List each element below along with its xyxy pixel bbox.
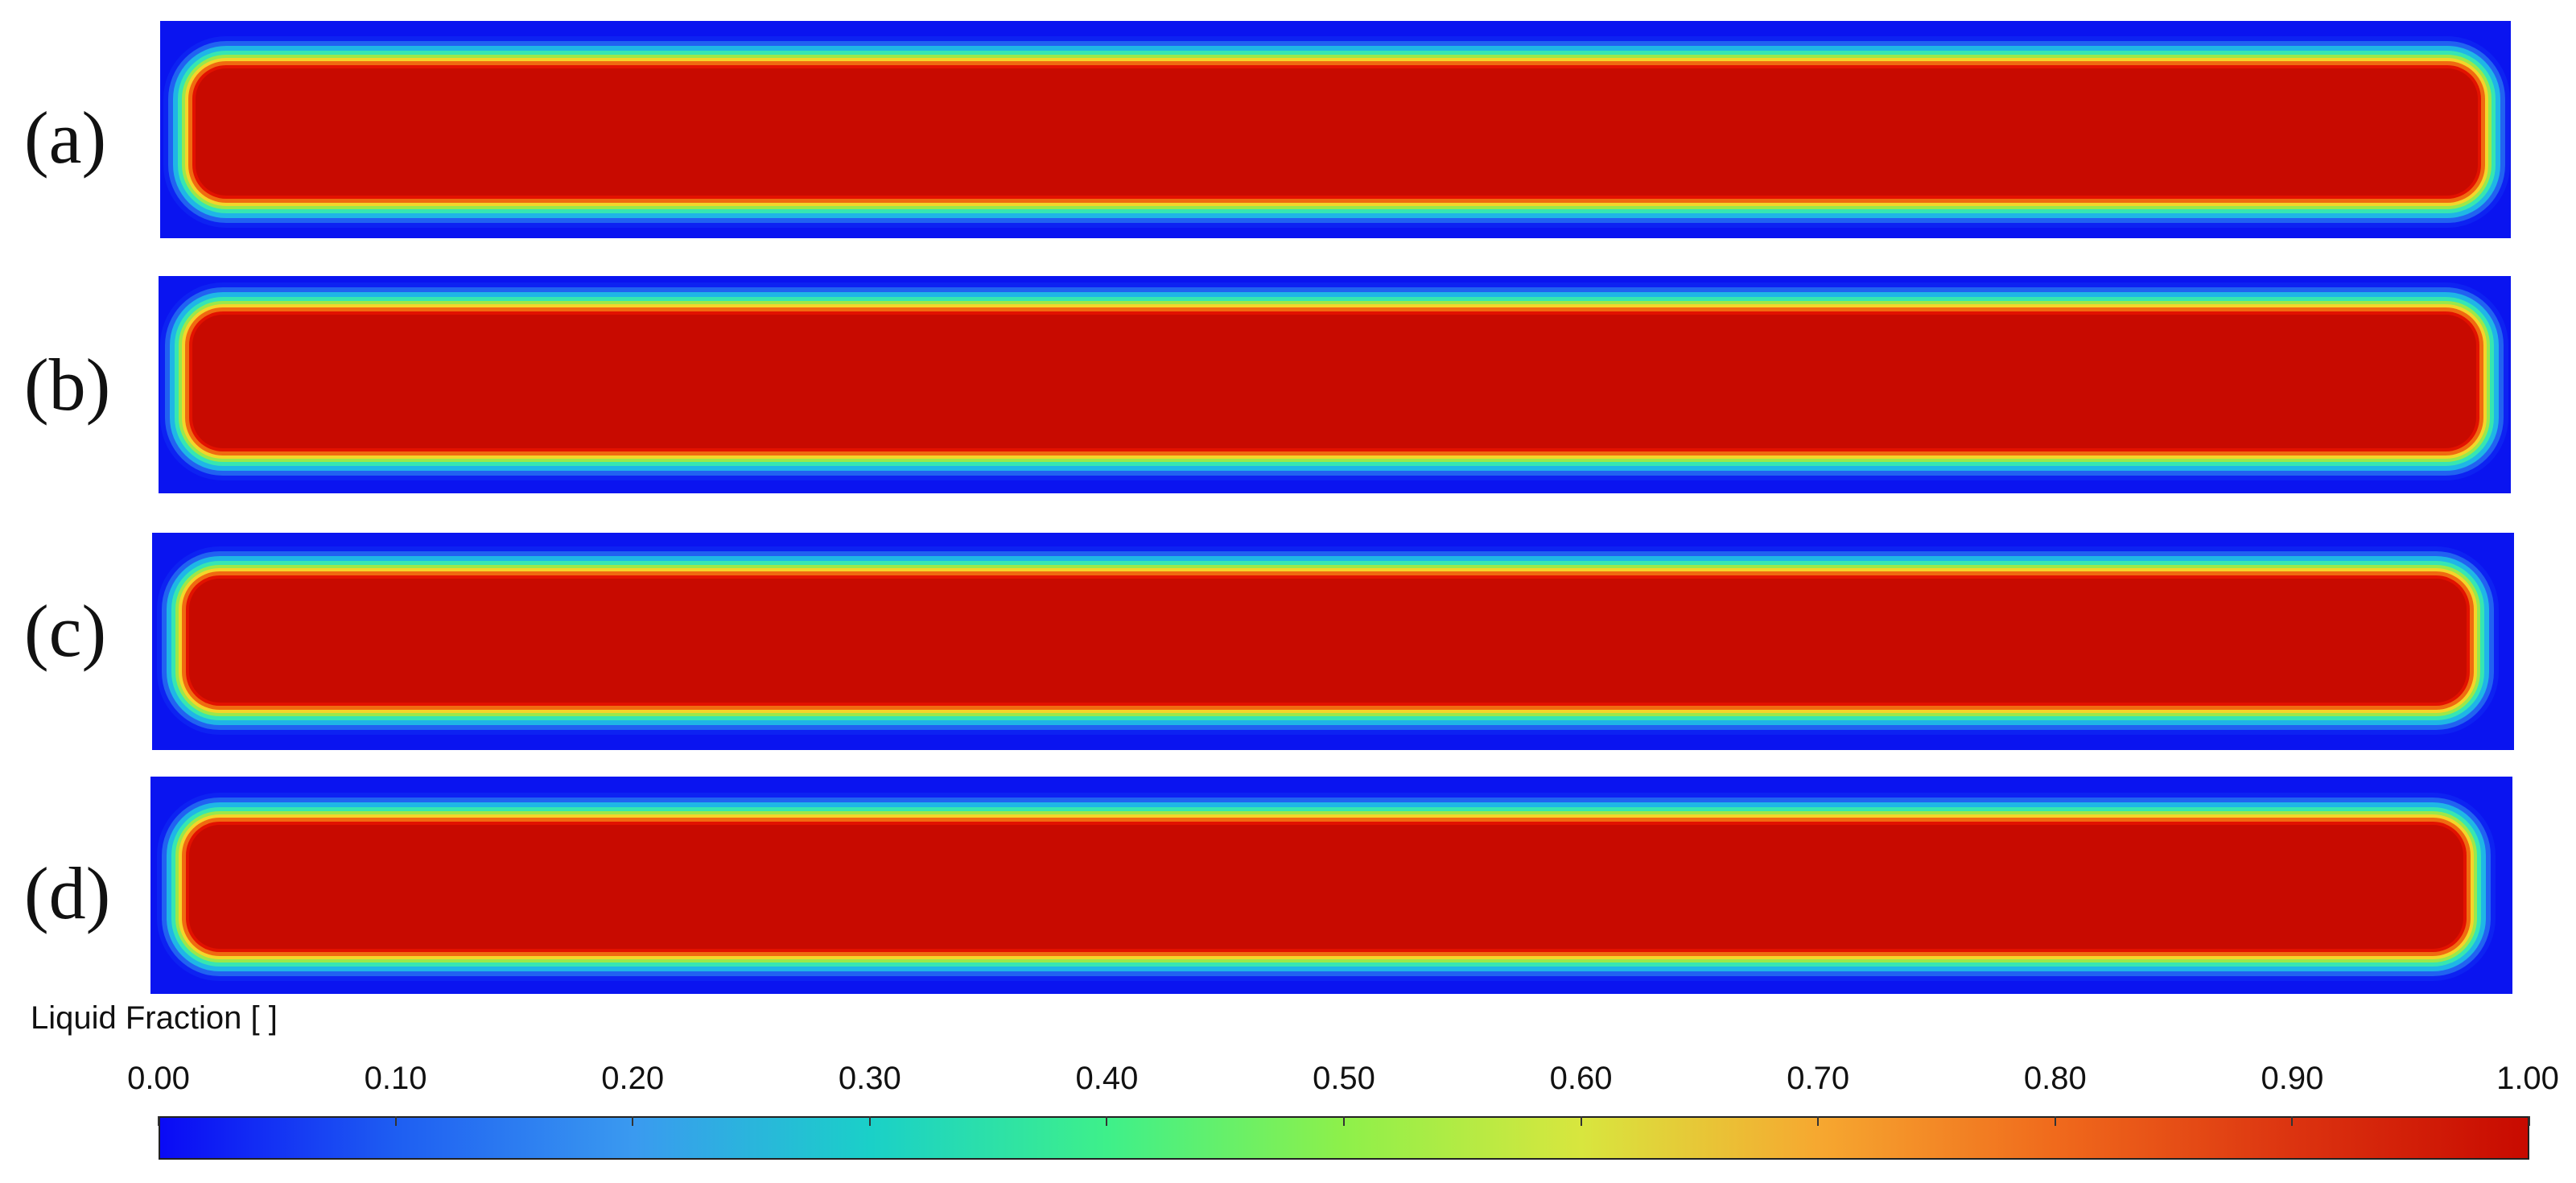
colorbar-tick-mark: [1343, 1116, 1345, 1126]
liquid-fraction-field-a: [160, 21, 2511, 238]
panel-label-c: (c): [24, 590, 107, 672]
colorbar-tick-label: 1.00: [2496, 1061, 2559, 1096]
colorbar-tick-mark: [158, 1116, 159, 1126]
panel-label-d: (d): [24, 852, 111, 934]
liquid-fraction-field-d: [150, 777, 2512, 994]
colorbar-tick-mark: [2291, 1116, 2294, 1126]
colorbar-tick-mark: [1817, 1116, 1820, 1126]
colorbar-tick-label: 0.50: [1313, 1061, 1375, 1096]
colorbar-tick-mark: [2054, 1116, 2056, 1126]
colorbar-tick-label: 0.90: [2261, 1061, 2324, 1096]
colorbar-tick-mark: [1106, 1116, 1108, 1126]
colorbar-tick-label: 0.80: [2023, 1061, 2087, 1096]
melted-core-a: [196, 68, 2478, 196]
liquid-fraction-field-c: [152, 533, 2514, 750]
colorbar-tick-label: 0.20: [601, 1061, 665, 1096]
colorbar-tick-mark: [2529, 1116, 2530, 1126]
panel-label-b: (b): [24, 344, 111, 426]
melted-core-c: [189, 579, 2467, 703]
colorbar-tick-label: 0.00: [127, 1061, 190, 1096]
colorbar-tick-mark: [632, 1116, 634, 1126]
colorbar-title: Liquid Fraction [ ]: [31, 1000, 278, 1036]
colorbar-tick-label: 0.70: [1787, 1061, 1850, 1096]
colorbar-tick-label: 0.30: [838, 1061, 901, 1096]
colorbar-tick-label: 0.10: [364, 1061, 427, 1096]
colorbar-tick-label: 0.60: [1549, 1061, 1613, 1096]
panel-label-a: (a): [24, 97, 107, 179]
colorbar-tick-mark: [394, 1116, 397, 1126]
melted-core-b: [192, 315, 2476, 448]
colorbar-tick-mark: [1580, 1116, 1582, 1126]
melted-core-d: [189, 825, 2463, 949]
liquid-fraction-field-b: [159, 276, 2511, 493]
colorbar-tick-label: 0.40: [1075, 1061, 1139, 1096]
colorbar-tick-mark: [868, 1116, 871, 1126]
colorbar-tick-labels: 0.00 0.10 0.20 0.30 0.40 0.50 0.60 0.70 0.80 0.90…: [0, 1061, 2576, 1101]
